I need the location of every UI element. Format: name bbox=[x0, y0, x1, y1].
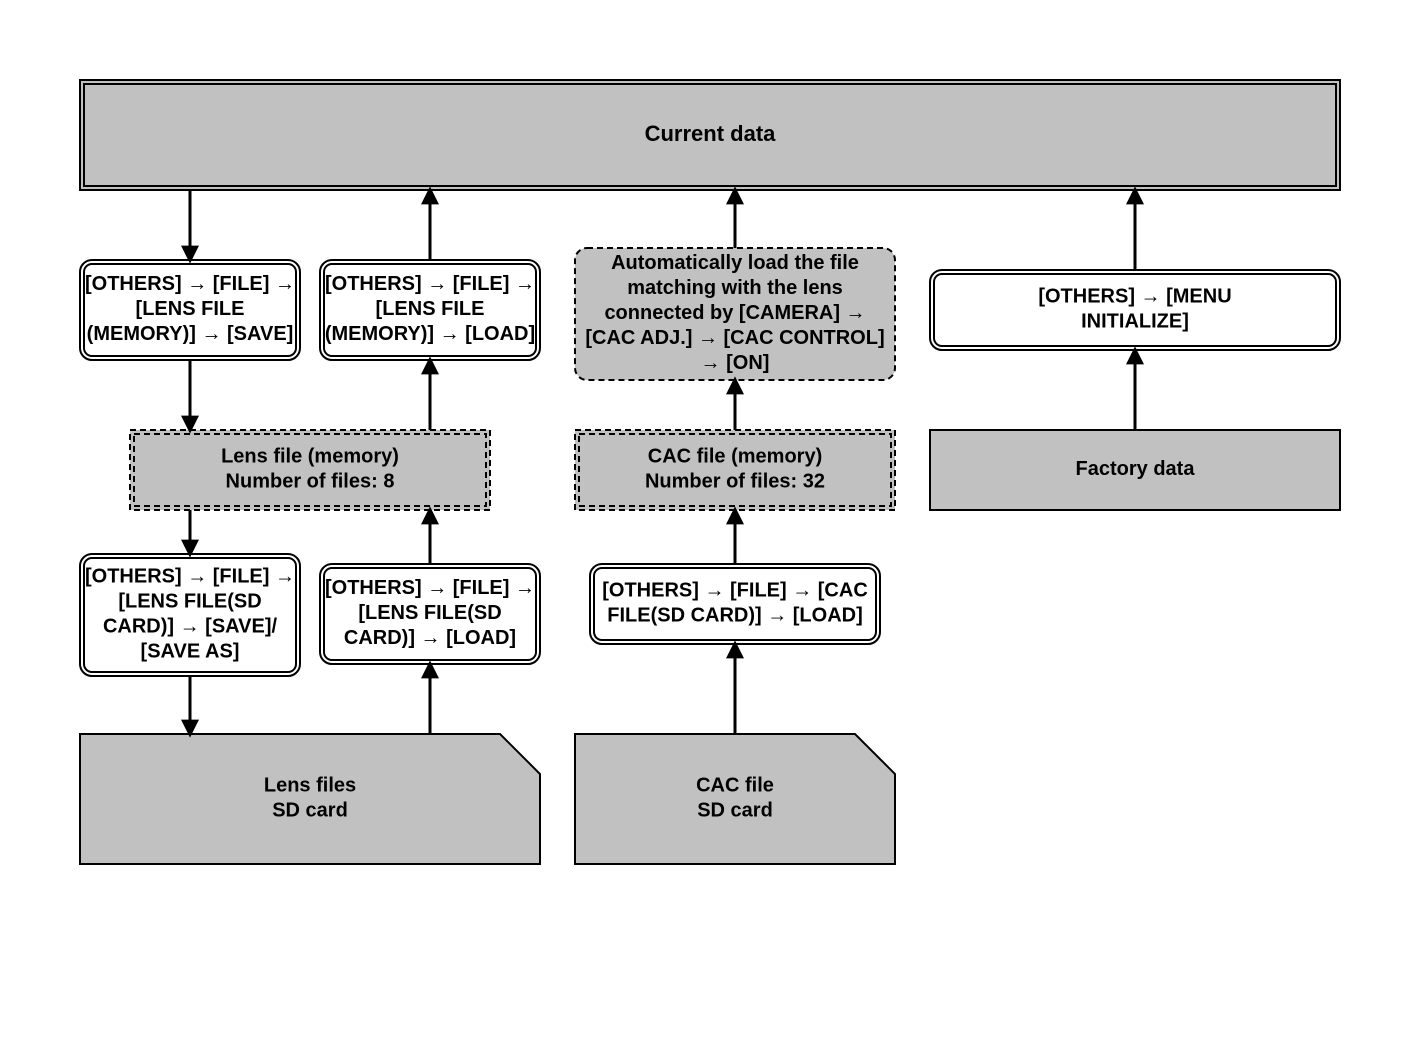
node-label-current_data: Current data bbox=[645, 121, 777, 146]
node-label-factory_data: Factory data bbox=[1076, 458, 1196, 480]
flowchart-canvas: Current data[OTHERS] → [FILE] →[LENS FIL… bbox=[0, 0, 1416, 1047]
